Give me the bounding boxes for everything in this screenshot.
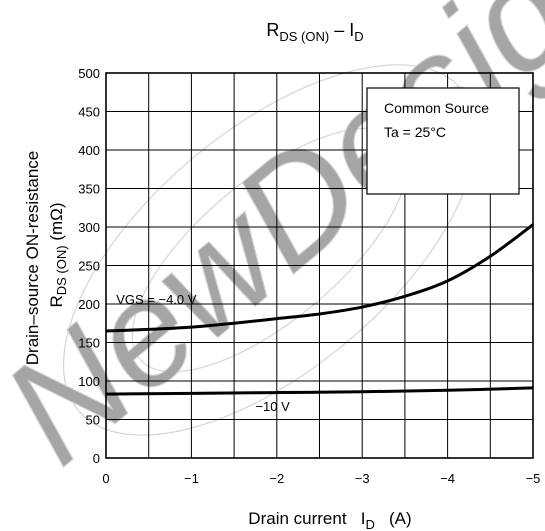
x-tick-label: −5 (526, 471, 541, 486)
plot-frame (105, 72, 534, 459)
x-tick-label: −3 (355, 471, 370, 486)
y-tick-label: 450 (78, 105, 100, 120)
y-tick-label: 0 (93, 451, 100, 466)
series-label-2: −10 V (255, 399, 290, 414)
y-axis-label-main: R (47, 295, 66, 307)
y-tick-label: 50 (86, 413, 100, 428)
y-axis-label-unit: (mΩ) (47, 202, 66, 245)
legend-line-1: Common Source (384, 100, 489, 116)
x-axis-label: Drain current ID (A) (248, 509, 411, 531)
svg-text:Drain current ID (A): Drain current ID (A) (248, 509, 411, 531)
y-tick-label: 400 (78, 143, 100, 158)
legend-box: Common Source Ta = 25°C (366, 87, 520, 195)
x-axis-label-sub: D (365, 517, 374, 531)
svg-text:RDS (ON) – ID: RDS (ON) – ID (266, 20, 363, 44)
svg-text:RDS (ON) (mΩ): RDS (ON) (mΩ) (47, 202, 69, 307)
y-tick-label: 100 (78, 374, 100, 389)
y-axis-label: Drain–source ON-resistance RDS (ON) (mΩ) (23, 151, 69, 365)
y-tick-label: 200 (78, 297, 100, 312)
series-line-1 (105, 223, 534, 333)
x-tick-label: −1 (184, 471, 199, 486)
legend-line-2: Ta = 25°C (384, 124, 446, 140)
title-sub1: DS (ON) (279, 29, 329, 44)
series-line-2 (105, 386, 534, 396)
title: RDS (ON) – ID (266, 20, 363, 44)
title-main: R (266, 20, 279, 40)
x-tick-labels: 0 −1 −2 −3 −4 −5 (102, 471, 540, 486)
y-tick-label: 150 (78, 336, 100, 351)
y-tick-label: 350 (78, 182, 100, 197)
legend-box-frame (366, 87, 520, 195)
y-tick-label: 300 (78, 220, 100, 235)
title-sub2: D (354, 29, 363, 44)
series-lines (105, 223, 534, 396)
y-tick-label: 250 (78, 259, 100, 274)
series-labels: VGS = −4.0 V −10 V (116, 292, 290, 414)
y-tick-labels: 0 50 100 150 200 250 300 350 400 450 500 (78, 66, 100, 466)
y-tick-label: 500 (78, 66, 100, 81)
x-tick-label: −2 (269, 471, 284, 486)
x-tick-label: 0 (102, 471, 109, 486)
y-axis-label-line1: Drain–source ON-resistance (23, 151, 42, 365)
x-axis-label-main: Drain current I (248, 509, 365, 528)
series-label-1: VGS = −4.0 V (116, 292, 197, 307)
x-tick-label: −4 (440, 471, 455, 486)
x-axis-label-unit: (A) (375, 509, 412, 528)
y-axis-label-sub: DS (ON) (54, 245, 69, 295)
title-sep: – I (329, 20, 354, 40)
